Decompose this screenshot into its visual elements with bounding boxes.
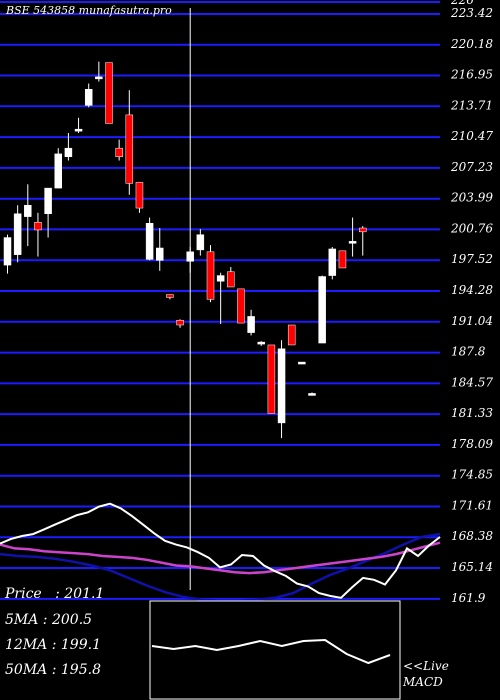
y-tick-label: 168.38	[451, 529, 493, 543]
y-tick-label: 178.09	[451, 437, 493, 451]
ma-line	[0, 541, 441, 575]
price-axis: 223.42 220.18 216.95 213.71 210.47 207.23 203.…	[450, 0, 493, 605]
stat-50ma: 50MA : 195.8	[5, 662, 101, 678]
candle-body	[348, 241, 357, 244]
candle-body	[54, 153, 62, 189]
y-tick-label: 216.95	[450, 68, 493, 82]
candle-body	[3, 237, 12, 266]
candle-body	[287, 324, 296, 346]
y-tick-label: 161.9	[451, 591, 486, 605]
candle-body	[247, 316, 255, 333]
y-tick-label: 200.76	[450, 221, 493, 235]
candle-body	[328, 248, 337, 276]
macd-box	[149, 600, 401, 700]
candle-body	[84, 88, 93, 106]
watermark: BSE 543858 munafasutra.pro	[5, 4, 172, 17]
candle-body	[338, 250, 347, 269]
stat-5ma: 5MA : 200.5	[5, 612, 93, 628]
y-tick-label: 194.28	[451, 283, 493, 297]
candle-body	[359, 227, 367, 233]
y-tick-label: 213.71	[450, 98, 493, 112]
candle-body	[115, 147, 123, 157]
candle-body	[237, 288, 245, 324]
y-tick-label: 184.57	[451, 375, 493, 389]
candle-body	[277, 348, 286, 424]
y-tick-label: 171.61	[451, 499, 493, 513]
candle-body	[227, 271, 235, 288]
y-tick-label: 191.04	[451, 314, 493, 328]
candle-body	[64, 147, 73, 157]
y-tick-label: 165.14	[451, 560, 493, 574]
macd-line	[151, 638, 391, 665]
candle-body	[267, 344, 276, 414]
candle-body	[125, 114, 134, 184]
candle-body	[318, 276, 326, 344]
candle-body	[298, 361, 306, 365]
candle-body	[135, 182, 144, 209]
chart-grid	[0, 1, 440, 600]
candle-body	[24, 204, 32, 217]
candle-body	[44, 187, 52, 215]
y-tick-label: 223.42	[450, 6, 493, 20]
macd-panel	[149, 600, 401, 700]
candle-body	[196, 234, 205, 251]
y-tick-label: 203.99	[450, 191, 493, 205]
live-label: <<Live	[403, 659, 449, 673]
y-tick-label: 220.18	[450, 37, 493, 51]
stat-12ma: 12MA : 199.1	[5, 637, 101, 653]
y-tick-label: 181.33	[451, 406, 493, 420]
candles	[3, 8, 367, 590]
candle-body	[257, 341, 265, 345]
y-tick-label: 207.23	[450, 160, 493, 174]
candle-body	[13, 213, 22, 255]
y-tick-label-clipped: 226	[450, 0, 474, 7]
candle-body	[105, 62, 113, 124]
price-line	[0, 502, 441, 599]
y-tick-label: 210.47	[450, 129, 493, 143]
stat-price: Price : 201.1	[5, 586, 105, 602]
candle-body	[95, 76, 103, 80]
candle-body	[156, 247, 164, 261]
candle-body	[166, 294, 174, 298]
candle-body	[34, 222, 42, 231]
y-tick-label: 197.52	[451, 252, 493, 266]
candle-body	[216, 275, 225, 282]
macd-label: MACD	[403, 675, 443, 689]
candle-body	[176, 319, 184, 326]
y-tick-label: 174.85	[451, 468, 493, 482]
y-tick-label: 187.8	[451, 345, 486, 359]
candle-body	[308, 393, 316, 396]
candle-body	[145, 223, 154, 260]
candle-body	[74, 128, 83, 132]
candle-body	[206, 251, 215, 300]
